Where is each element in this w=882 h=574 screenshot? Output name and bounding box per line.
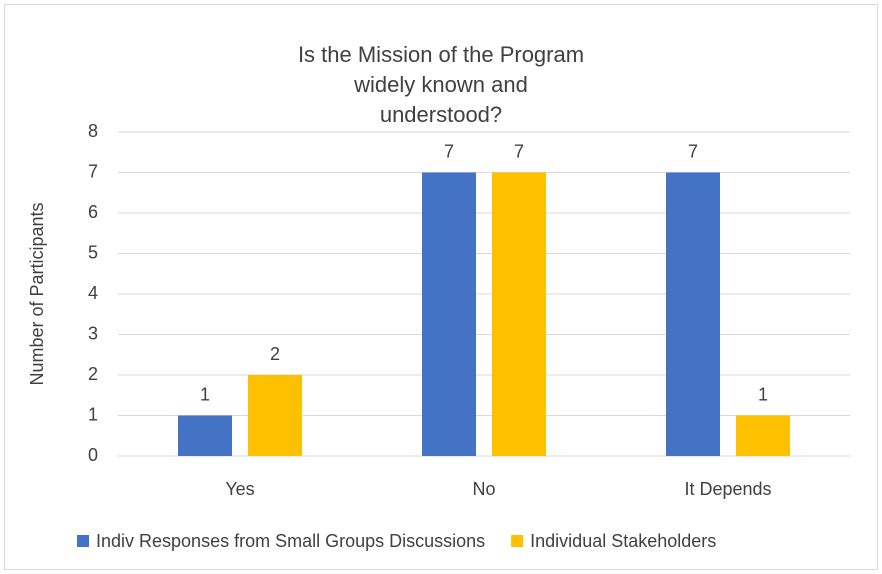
data-label: 1 xyxy=(200,384,210,404)
y-tick-label: 7 xyxy=(88,161,98,181)
x-tick-label: Yes xyxy=(225,479,254,499)
legend-swatch xyxy=(511,535,524,547)
bar xyxy=(178,415,232,456)
legend-swatch xyxy=(77,535,89,547)
y-tick-label: 1 xyxy=(88,404,98,424)
legend-label: Indiv Responses from Small Groups Discus… xyxy=(96,531,485,551)
data-label: 7 xyxy=(514,141,524,161)
bar xyxy=(666,172,720,456)
data-label: 2 xyxy=(270,344,280,364)
y-tick-label: 0 xyxy=(88,445,98,465)
data-label: 1 xyxy=(758,384,768,404)
y-axis-label: Number of Participants xyxy=(27,202,47,385)
bar xyxy=(422,172,476,456)
y-tick-label: 3 xyxy=(88,323,98,343)
bar xyxy=(248,375,302,456)
legend-label: Individual Stakeholders xyxy=(530,531,716,551)
x-tick-label: No xyxy=(472,479,495,499)
y-tick-label: 2 xyxy=(88,364,98,384)
y-tick-label: 5 xyxy=(88,242,98,262)
bar xyxy=(492,172,546,456)
y-tick-label: 8 xyxy=(88,121,98,141)
data-label: 7 xyxy=(688,141,698,161)
y-tick-label: 6 xyxy=(88,202,98,222)
chart-title: Is the Mission of the Program widely kno… xyxy=(297,42,585,127)
y-tick-label: 4 xyxy=(88,283,98,303)
x-tick-label: It Depends xyxy=(684,479,771,499)
data-label: 7 xyxy=(444,141,454,161)
bar xyxy=(736,415,790,456)
